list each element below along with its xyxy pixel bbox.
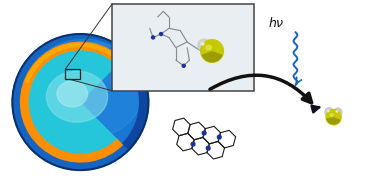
Circle shape: [201, 40, 223, 62]
Wedge shape: [25, 43, 119, 83]
Wedge shape: [122, 54, 148, 150]
Circle shape: [202, 131, 206, 135]
Ellipse shape: [330, 114, 333, 116]
Circle shape: [182, 64, 185, 67]
Bar: [65, 69, 80, 79]
Wedge shape: [202, 51, 223, 62]
Circle shape: [326, 110, 341, 125]
Circle shape: [206, 146, 210, 150]
Ellipse shape: [201, 43, 204, 45]
Wedge shape: [22, 43, 122, 161]
Wedge shape: [20, 42, 123, 163]
Bar: [112, 4, 254, 91]
Wedge shape: [326, 117, 341, 125]
Text: $h\nu$: $h\nu$: [269, 16, 285, 30]
Circle shape: [198, 39, 210, 52]
Circle shape: [12, 34, 148, 170]
Circle shape: [334, 108, 342, 116]
Ellipse shape: [22, 39, 145, 158]
Ellipse shape: [336, 111, 338, 112]
Ellipse shape: [57, 81, 88, 107]
Ellipse shape: [38, 42, 143, 137]
FancyArrowPatch shape: [210, 75, 312, 103]
Circle shape: [151, 36, 154, 39]
Ellipse shape: [327, 110, 329, 112]
Circle shape: [160, 33, 163, 36]
Wedge shape: [12, 34, 129, 170]
Circle shape: [191, 142, 195, 146]
Ellipse shape: [46, 71, 108, 122]
FancyArrowPatch shape: [312, 106, 319, 112]
Ellipse shape: [206, 45, 211, 50]
Circle shape: [325, 108, 333, 116]
Circle shape: [217, 135, 221, 139]
